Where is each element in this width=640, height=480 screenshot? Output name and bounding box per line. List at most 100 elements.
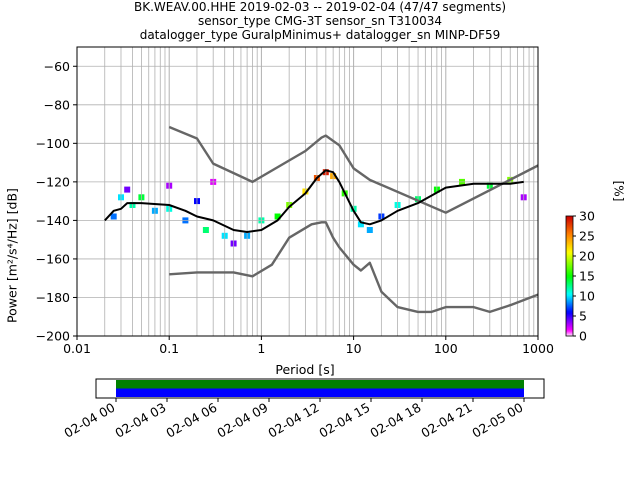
title-line-1: BK.WEAV.00.HHE 2019-02-03 -- 2019-02-04 …: [133, 0, 507, 14]
title-line-3: datalogger_type GuralpMinimus+ datalogge…: [139, 28, 501, 42]
y-tick-label: −100: [36, 136, 70, 151]
colorbar-segment: [566, 324, 573, 327]
x-tick-label: 1: [257, 341, 265, 356]
colorbar-segment: [566, 258, 573, 261]
coverage-band-green: [116, 380, 524, 389]
colorbar-segment: [566, 262, 573, 265]
x-tick-label: 0.1: [159, 341, 179, 356]
density-cell: [357, 221, 364, 228]
density-cells: [110, 169, 527, 247]
x-tick-label: 100: [434, 341, 458, 356]
colorbar-segment: [566, 266, 573, 269]
coverage-tick-label: 02-04 09: [214, 400, 270, 441]
colorbar-segment: [566, 272, 573, 275]
coverage-tick-label: 02-04 00: [61, 400, 117, 441]
colorbar-segment: [566, 248, 573, 251]
x-ticks: 0.01 0.1 1 10 100 1000: [63, 336, 554, 356]
coverage-tick-label: 02-04 06: [163, 400, 219, 441]
psd-curves: [104, 125, 539, 314]
colorbar-segment: [566, 320, 573, 323]
colorbar-segment: [566, 306, 573, 309]
colorbar: 0 5 10 15 20 25 30: [565, 209, 595, 344]
colorbar-segment: [566, 222, 573, 225]
y-ticks: −60 −80 −100 −120 −140 −160 −180 −200: [36, 59, 77, 344]
colorbar-segment: [566, 224, 573, 227]
density-cell: [110, 213, 117, 220]
y-tick-label: −140: [36, 213, 70, 228]
colorbar-segment: [566, 288, 573, 291]
colorbar-segment: [566, 302, 573, 305]
coverage-tick-label: 02-04 18: [367, 400, 423, 441]
colorbar-segment: [566, 334, 573, 337]
coverage-tick-label: 02-04 21: [418, 400, 474, 441]
coverage-band-blue: [116, 388, 524, 397]
colorbar-segment: [566, 250, 573, 253]
colorbar-segment: [566, 240, 573, 243]
colorbar-segment: [566, 322, 573, 325]
colorbar-segment: [566, 328, 573, 331]
y-tick-label: −60: [44, 59, 70, 74]
colorbar-segment: [566, 308, 573, 311]
title-line-2: sensor_type CMG-3T sensor_sn T310034: [197, 14, 443, 28]
y-tick-label: −160: [36, 251, 70, 266]
colorbar-segment: [566, 260, 573, 263]
colorbar-segment: [566, 298, 573, 301]
colorbar-segment: [566, 236, 573, 239]
colorbar-tick-label: 15: [579, 269, 595, 284]
colorbar-segment: [566, 238, 573, 241]
colorbar-segment: [566, 290, 573, 293]
colorbar-tick-label: 30: [579, 209, 595, 224]
y-tick-label: −120: [36, 174, 70, 189]
colorbar-segment: [566, 304, 573, 307]
x-tick-label: 0.01: [63, 341, 91, 356]
colorbar-label: [%]: [611, 180, 626, 202]
colorbar-segment: [566, 316, 573, 319]
colorbar-segment: [566, 226, 573, 229]
colorbar-segment: [566, 274, 573, 277]
colorbar-segment: [566, 314, 573, 317]
colorbar-segment: [566, 276, 573, 279]
colorbar-tick-label: 25: [579, 229, 595, 244]
mean-psd-line: [104, 169, 524, 233]
colorbar-segment: [566, 242, 573, 245]
colorbar-segment: [566, 234, 573, 237]
colorbar-segment: [566, 282, 573, 285]
colorbar-segment: [566, 218, 573, 221]
colorbar-segment: [566, 216, 573, 219]
colorbar-segment: [566, 256, 573, 259]
colorbar-segment: [566, 264, 573, 267]
colorbar-segment: [566, 232, 573, 235]
plot-frame: [76, 46, 539, 337]
density-cell: [366, 227, 373, 233]
x-axis-label: Period [s]: [275, 362, 335, 377]
colorbar-segment: [566, 326, 573, 329]
colorbar-segment: [566, 332, 573, 335]
y-axis-label: Power [m²/s⁴/Hz] [dB]: [4, 188, 20, 323]
colorbar-segment: [566, 312, 573, 315]
colorbar-tick-label: 20: [579, 249, 595, 264]
colorbar-segment: [566, 252, 573, 255]
density-cell: [202, 227, 209, 233]
low-noise-model-line: [169, 221, 539, 314]
colorbar-segment: [566, 292, 573, 295]
colorbar-segment: [566, 268, 573, 271]
colorbar-segment: [566, 230, 573, 233]
colorbar-segment: [566, 286, 573, 289]
colorbar-segment: [566, 228, 573, 231]
colorbar-tick-label: 10: [579, 289, 595, 304]
coverage-tick-label: 02-04 15: [316, 400, 372, 441]
colorbar-tick-label: 5: [579, 309, 587, 324]
colorbar-segment: [566, 220, 573, 223]
colorbar-segment: [566, 296, 573, 299]
density-cell: [274, 213, 281, 220]
colorbar-segment: [566, 280, 573, 283]
coverage-tick-label: 02-05 00: [469, 400, 525, 441]
x-tick-label: 1000: [522, 341, 554, 356]
colorbar-segment: [566, 270, 573, 273]
colorbar-segment: [566, 278, 573, 281]
colorbar-segment: [566, 300, 573, 303]
colorbar-segment: [566, 318, 573, 321]
colorbar-segment: [566, 284, 573, 287]
